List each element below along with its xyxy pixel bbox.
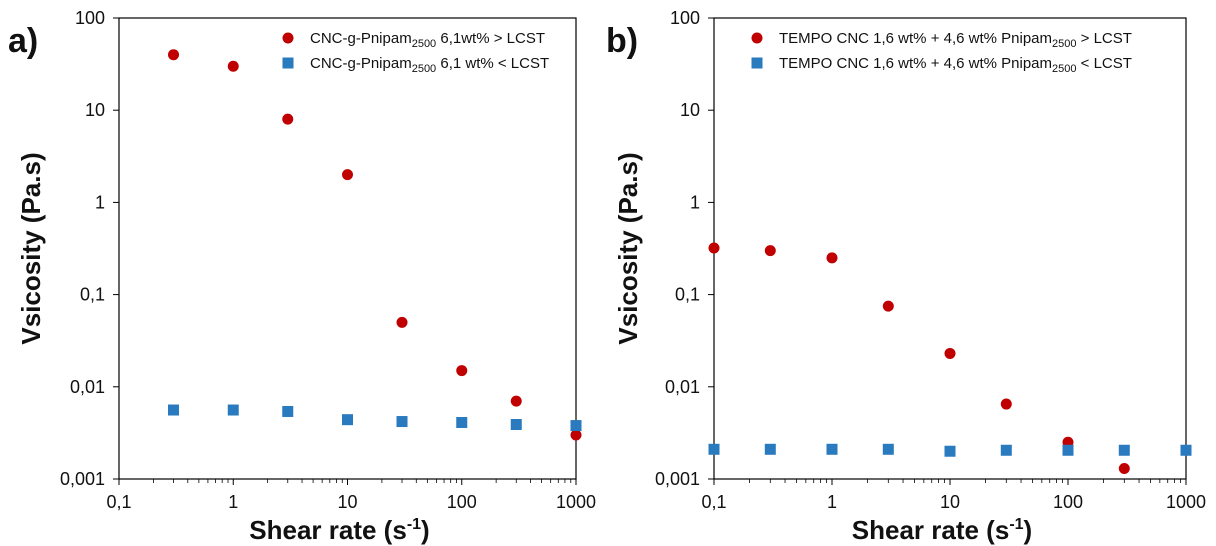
data-point-square xyxy=(1062,444,1074,456)
y-tick-label: 0,001 xyxy=(655,469,700,489)
y-tick-label: 1 xyxy=(690,192,700,212)
data-point-square xyxy=(1180,444,1192,456)
series-above-lcst xyxy=(168,49,582,441)
legend: TEMPO CNC 1,6 wt% + 4,6 wt% Pnipam2500 >… xyxy=(751,30,1132,75)
data-point-square xyxy=(882,443,894,455)
data-point-circle xyxy=(1118,462,1130,474)
x-tick-label: 10 xyxy=(940,492,960,512)
data-point-square xyxy=(282,405,294,417)
x-axis-title: Shear rate (s-1) xyxy=(249,515,429,545)
data-point-square xyxy=(944,445,956,457)
x-tick-label: 10 xyxy=(337,492,357,512)
data-point-circle xyxy=(708,242,720,254)
chart-panel-b: 0,1 1 10 100 1000 0,001 0,01 0,1 1 10 100 Shear rat… xyxy=(606,8,1206,545)
series-below-lcst xyxy=(168,404,582,432)
data-point-circle xyxy=(826,252,838,264)
series-above-lcst xyxy=(708,242,1130,474)
legend: CNC-g-Pnipam2500 6,1wt% > LCST CNC-g-Pnip… xyxy=(282,30,549,75)
y-tick-label: 0,01 xyxy=(665,377,700,397)
x-tick-label: 1000 xyxy=(556,492,596,512)
data-point-circle xyxy=(944,347,956,359)
data-point-square xyxy=(342,414,353,426)
y-tick-label: 0,001 xyxy=(60,469,105,489)
x-tick-label: 1 xyxy=(228,492,238,512)
plot-frame xyxy=(713,17,1187,480)
x-axis-title: Shear rate (s-1) xyxy=(852,515,1032,545)
data-point-circle xyxy=(882,300,894,312)
panel-label: a) xyxy=(8,22,38,60)
data-point-square xyxy=(227,404,239,416)
data-point-circle xyxy=(1000,398,1012,410)
data-point-circle xyxy=(456,365,468,377)
data-point-square xyxy=(396,416,408,428)
legend-entry-label: CNC-g-Pnipam2500 6,1 wt% < LCST xyxy=(310,55,549,75)
legend-entry-label: TEMPO CNC 1,6 wt% + 4,6 wt% Pnipam2500 >… xyxy=(779,30,1132,50)
y-tick-label: 100 xyxy=(75,8,105,28)
y-axis-title: Vsicosity (Pa.s) xyxy=(613,152,643,344)
data-point-circle xyxy=(168,49,180,61)
data-point-square xyxy=(708,443,720,455)
legend-marker-square xyxy=(751,57,763,69)
y-tick-label: 10 xyxy=(680,100,700,120)
data-point-circle xyxy=(342,169,353,181)
data-point-square xyxy=(764,443,776,455)
data-point-circle xyxy=(510,395,522,407)
x-tick-label: 100 xyxy=(1053,492,1083,512)
y-axis-title: Vsicosity (Pa.s) xyxy=(16,152,46,344)
data-point-circle xyxy=(227,60,239,72)
panel-label: b) xyxy=(606,22,638,60)
legend-marker-circle xyxy=(282,32,294,44)
data-point-circle xyxy=(396,316,408,328)
x-tick-label: 1000 xyxy=(1166,492,1206,512)
x-tick-label: 100 xyxy=(447,492,477,512)
y-tick-label: 0,1 xyxy=(80,285,105,305)
series-below-lcst xyxy=(708,443,1192,457)
data-point-square xyxy=(456,417,468,429)
legend-marker-circle xyxy=(751,32,763,44)
legend-marker-square xyxy=(282,57,294,69)
data-point-circle xyxy=(764,245,776,257)
x-tick-label: 0,1 xyxy=(701,492,726,512)
data-point-square xyxy=(1000,444,1012,456)
data-point-circle xyxy=(570,429,582,441)
data-point-square xyxy=(570,420,582,432)
x-tick-label: 1 xyxy=(827,492,837,512)
data-point-square xyxy=(510,419,522,431)
data-point-square xyxy=(1118,444,1130,456)
y-tick-label: 1 xyxy=(95,192,105,212)
data-point-square xyxy=(168,404,180,416)
plot-frame xyxy=(118,17,577,480)
y-tick-label: 0,01 xyxy=(70,377,105,397)
x-tick-label: 0,1 xyxy=(106,492,131,512)
y-tick-label: 100 xyxy=(670,8,700,28)
data-point-circle xyxy=(282,113,294,125)
chart-panel-a: 0,1 1 10 100 1000 0,001 0,01 0,1 1 10 100 Shear rat… xyxy=(8,8,596,545)
legend-entry-label: CNC-g-Pnipam2500 6,1wt% > LCST xyxy=(310,30,545,50)
y-tick-label: 0,1 xyxy=(675,285,700,305)
legend-entry-label: TEMPO CNC 1,6 wt% + 4,6 wt% Pnipam2500 <… xyxy=(779,55,1132,75)
y-tick-label: 10 xyxy=(85,100,105,120)
data-point-square xyxy=(826,443,838,455)
